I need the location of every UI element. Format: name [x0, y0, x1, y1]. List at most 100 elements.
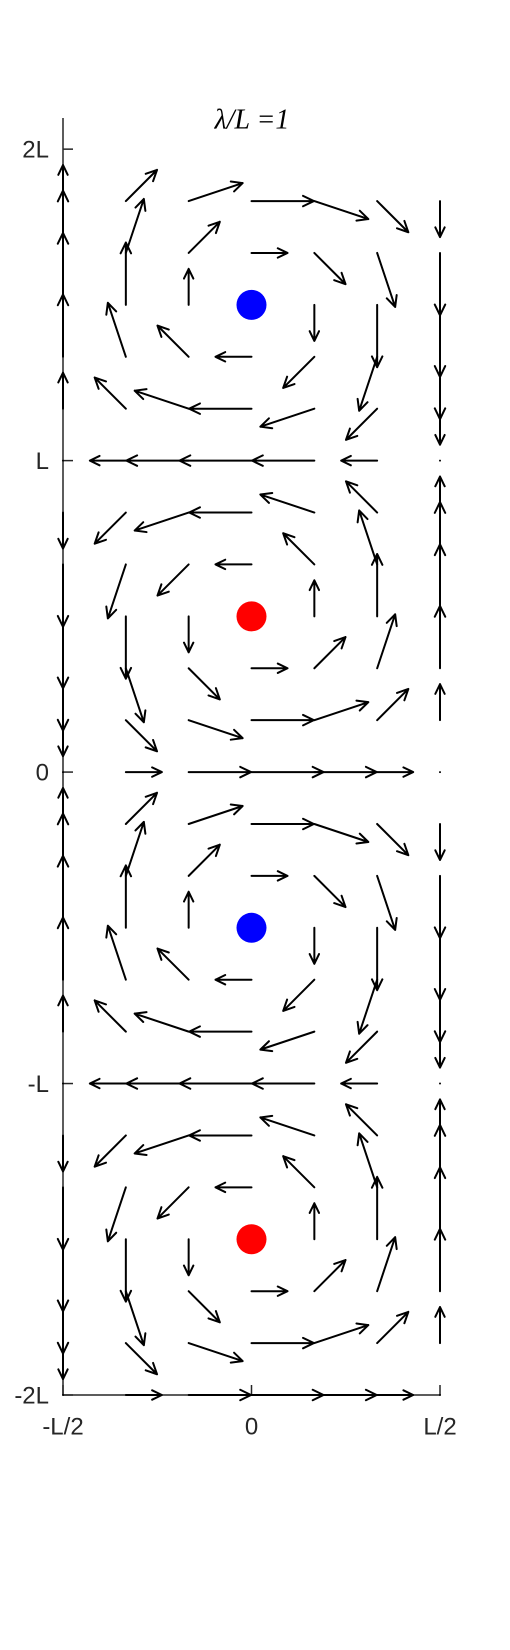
arrow — [344, 1103, 379, 1137]
arrow — [56, 1238, 70, 1313]
arrow — [124, 1342, 159, 1376]
arrow — [344, 1030, 379, 1064]
arrow — [259, 491, 316, 514]
arrow — [57, 994, 69, 1033]
arrow — [105, 563, 127, 620]
arrow — [187, 1290, 221, 1324]
arrow — [370, 303, 384, 369]
arrow — [93, 511, 127, 545]
arrow — [125, 454, 190, 467]
arrow — [250, 765, 325, 779]
arrow — [313, 874, 347, 909]
arrow — [187, 1342, 244, 1364]
arrow — [57, 511, 69, 550]
arrow — [124, 719, 159, 753]
arrow — [182, 615, 195, 654]
arrow — [93, 999, 127, 1033]
arrow — [250, 817, 315, 831]
y-tick-label: 2L — [22, 136, 49, 163]
arrow — [187, 220, 221, 254]
arrow — [250, 1285, 289, 1297]
arrow — [250, 1336, 315, 1350]
arrow — [88, 1077, 127, 1090]
arrow — [313, 251, 347, 286]
arrow — [313, 200, 370, 222]
arrow — [156, 1186, 190, 1220]
arrow — [282, 978, 316, 1012]
arrow — [376, 1389, 415, 1401]
arrow — [105, 1186, 127, 1243]
arrow — [178, 454, 253, 467]
x-tick-label: -L/2 — [42, 1413, 83, 1440]
arrow — [376, 874, 398, 931]
arrow — [88, 454, 127, 467]
arrow — [376, 822, 410, 857]
arrow — [308, 1202, 321, 1241]
arrow — [376, 613, 398, 670]
arrow — [282, 355, 316, 389]
arrow — [156, 947, 190, 981]
arrow — [259, 407, 316, 430]
arrow — [57, 164, 69, 203]
arrow — [434, 1306, 446, 1345]
arrow — [125, 1077, 190, 1090]
arrow — [124, 168, 159, 203]
arrow — [433, 874, 447, 940]
arrow — [344, 480, 379, 514]
arrow — [370, 926, 384, 992]
arrow — [250, 662, 289, 674]
arrow — [214, 974, 253, 986]
arrow — [187, 180, 244, 203]
arrow — [182, 1238, 195, 1277]
arrow — [124, 766, 163, 778]
arrow — [313, 636, 347, 670]
arrow — [313, 1322, 370, 1345]
x-tick-label: 0 — [245, 1413, 258, 1440]
vortex-marker — [236, 1224, 267, 1255]
arrow — [214, 558, 253, 571]
arrow — [187, 765, 253, 779]
vortex-marker — [236, 601, 267, 632]
arrow — [313, 1388, 378, 1402]
arrow — [188, 1025, 253, 1038]
arrow — [124, 791, 159, 825]
arrow — [376, 766, 415, 778]
arrow — [376, 1310, 410, 1345]
vortex-marker — [236, 912, 267, 943]
arrow — [433, 926, 447, 1001]
y-tick-label: -2L — [14, 1382, 49, 1409]
arrow — [313, 1259, 347, 1293]
arrow — [282, 532, 316, 566]
arrow — [434, 1098, 446, 1137]
arrow — [356, 1132, 379, 1189]
arrow — [187, 843, 221, 877]
arrow — [313, 699, 370, 722]
arrow — [376, 1236, 398, 1293]
arrow — [124, 820, 147, 877]
arrow — [214, 1181, 253, 1194]
y-tick-label: L — [36, 448, 49, 475]
arrow — [250, 870, 289, 882]
arrow — [188, 1129, 253, 1142]
arrow — [156, 563, 190, 597]
arrow — [313, 765, 378, 779]
arrow — [250, 1388, 325, 1402]
arrow — [93, 1134, 127, 1168]
arrow — [124, 667, 147, 724]
arrow — [105, 924, 127, 981]
arrow — [156, 324, 190, 358]
arrow — [433, 251, 447, 317]
arrow — [57, 1134, 69, 1173]
chart-title: λ/L =1 — [214, 104, 290, 135]
arrow — [187, 1388, 253, 1402]
arrow — [308, 579, 321, 618]
arrow — [344, 407, 379, 441]
arrow — [376, 687, 410, 722]
arrow — [119, 1238, 133, 1303]
arrow — [259, 1030, 316, 1053]
arrow — [93, 376, 127, 410]
arrow — [178, 1077, 253, 1090]
arrow — [119, 615, 133, 680]
arrow — [105, 301, 127, 358]
